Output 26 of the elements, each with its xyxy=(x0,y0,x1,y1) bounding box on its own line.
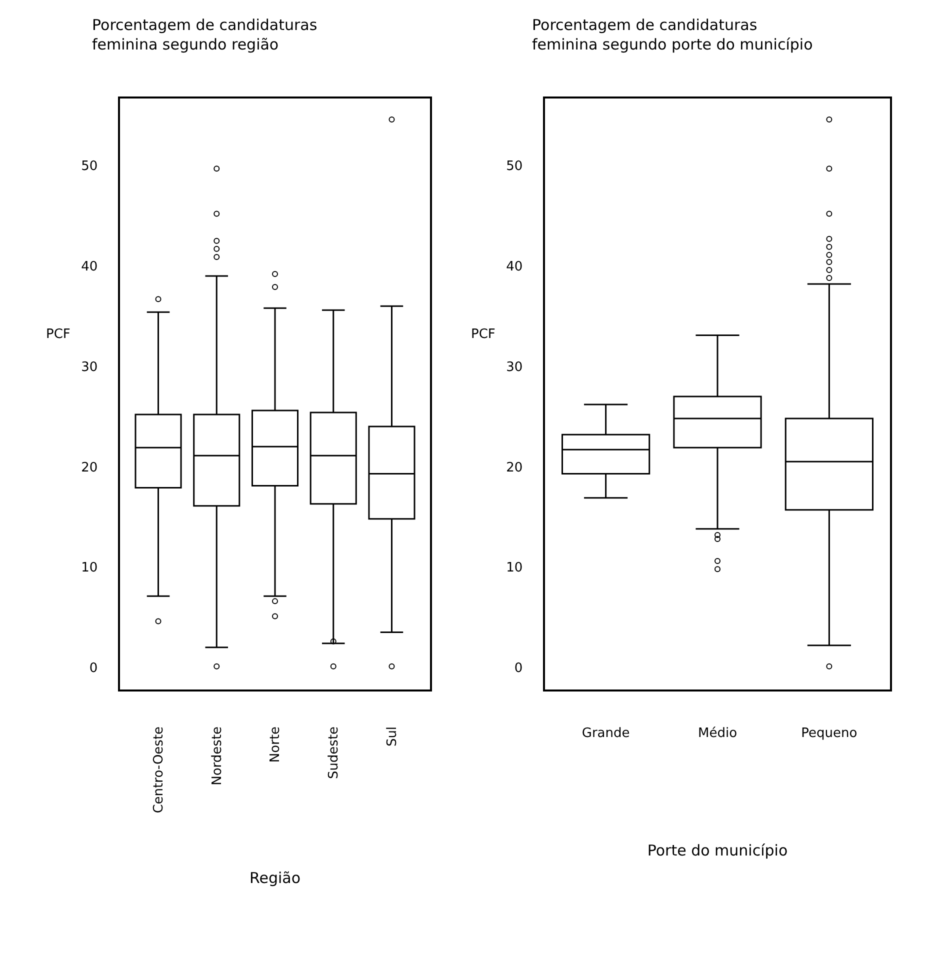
y-tick-label: 10 xyxy=(506,560,523,576)
chart-title: Porcentagem de candidaturas feminina segundo região xyxy=(92,16,318,54)
y-axis-title: PCF xyxy=(46,327,70,342)
y-tick-label: 40 xyxy=(506,260,523,275)
y-tick-label: 20 xyxy=(81,460,98,476)
x-tick-label: Médio xyxy=(698,726,738,741)
y-tick-label: 50 xyxy=(506,159,523,174)
x-tick-label: Pequeno xyxy=(801,726,858,741)
chart-title: Porcentagem de candidaturas feminina segundo porte do município xyxy=(532,16,813,54)
y-tick-label: 0 xyxy=(89,660,98,676)
x-tick-label: Grande xyxy=(582,726,630,741)
y-tick-label: 20 xyxy=(506,460,523,476)
x-tick-label: Norte xyxy=(268,726,284,763)
x-tick-label: Nordeste xyxy=(210,726,225,786)
x-tick-label: Sudeste xyxy=(326,726,342,780)
y-tick-label: 50 xyxy=(81,159,98,174)
x-tick-label: Centro-Oeste xyxy=(151,726,166,814)
y-tick-label: 30 xyxy=(81,360,98,375)
y-axis-title: PCF xyxy=(471,327,496,342)
x-axis-title: Porte do município xyxy=(647,841,788,860)
x-axis-title: Região xyxy=(249,868,301,887)
y-tick-label: 10 xyxy=(81,560,98,576)
x-tick-label: Sul xyxy=(384,726,400,747)
y-tick-label: 0 xyxy=(514,660,523,676)
y-tick-label: 40 xyxy=(81,260,98,275)
y-tick-label: 30 xyxy=(506,360,523,375)
